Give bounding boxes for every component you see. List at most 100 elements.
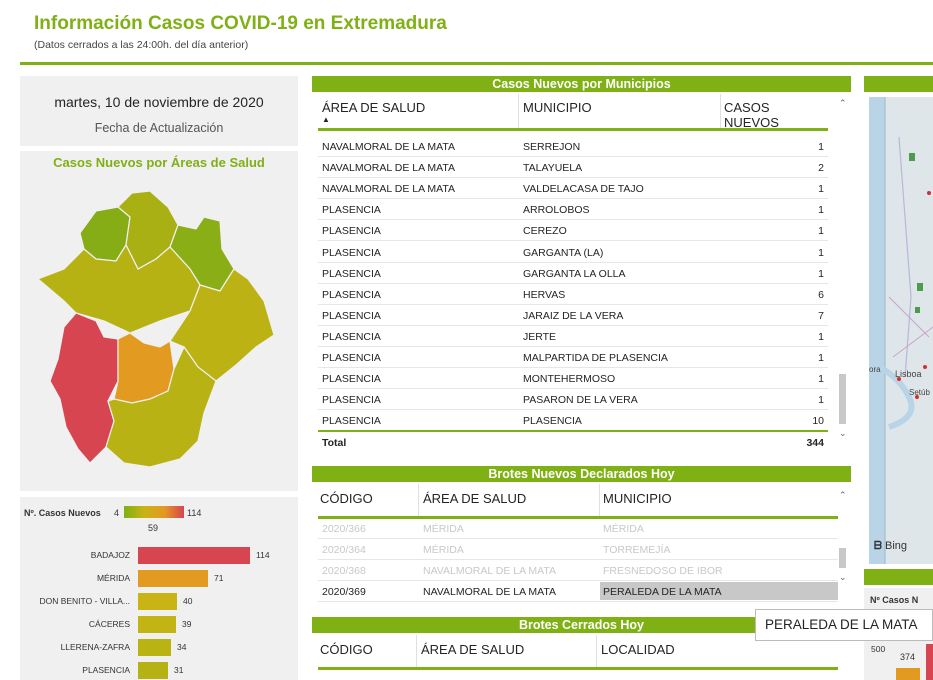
table-row[interactable]: PLASENCIA JERTE 1 [318, 326, 828, 347]
right-bar[interactable] [896, 668, 920, 680]
bar[interactable] [138, 616, 176, 633]
table-row[interactable]: PLASENCIA PLASENCIA 10 [318, 410, 828, 432]
right-bar-2[interactable] [926, 644, 933, 680]
right-axis-value: 500 [871, 644, 886, 654]
bar-label: DON BENITO - VILLA... [39, 596, 130, 606]
scroll-up-icon[interactable]: ⌃ [839, 490, 847, 500]
table-row[interactable]: 2020/366 MÉRIDA MÉRIDA [318, 518, 838, 539]
col-divider [720, 94, 721, 128]
scroll-thumb[interactable] [839, 548, 846, 568]
legend-label: Nº. Casos Nuevos [24, 508, 101, 518]
cell-municipio: JERTE [523, 330, 557, 343]
brotes-scrollbar[interactable]: ⌃ ⌄ [838, 488, 848, 588]
right-legend-label: Nº Casos N [870, 595, 919, 605]
col-municipio[interactable]: MUNICIPIO [603, 491, 672, 506]
bar[interactable] [138, 547, 250, 564]
region-caceres[interactable] [36, 243, 201, 334]
col-area-salud[interactable]: ÁREA DE SALUD [421, 642, 525, 657]
area-map[interactable] [20, 151, 298, 491]
table-row[interactable]: PLASENCIA CEREZO 1 [318, 220, 828, 242]
scroll-down-icon[interactable]: ⌄ [839, 572, 847, 582]
brotes-cerrados-table[interactable]: CÓDIGO ÁREA DE SALUD LOCALIDAD [318, 633, 838, 680]
cell-municipio: GARGANTA (LA) [523, 246, 604, 259]
col-divider [518, 94, 519, 128]
municipios-scrollbar[interactable]: ⌃ ⌄ [838, 96, 848, 441]
bar-label: PLASENCIA [82, 665, 130, 675]
bar-row[interactable]: DON BENITO - VILLA... 40 [20, 593, 298, 611]
bar-row[interactable]: LLERENA-ZAFRA 34 [20, 639, 298, 657]
bar-label: LLERENA-ZAFRA [60, 642, 130, 652]
sort-asc-icon[interactable]: ▲ [322, 115, 330, 124]
region-llerena-zafra[interactable] [105, 345, 217, 468]
cell-casos: 1 [818, 394, 824, 407]
col-codigo[interactable]: CÓDIGO [320, 642, 373, 657]
area-map-visual[interactable]: Casos Nuevos por Áreas de Salud [20, 151, 298, 491]
cell-area: NAVALMORAL DE LA MATA [322, 141, 456, 153]
table-row[interactable]: 2020/368 NAVALMORAL DE LA MATA FRESNEDOSO … [318, 560, 838, 581]
cell-casos: 7 [818, 309, 824, 322]
brotes-nuevos-title: Brotes Nuevos Declarados Hoy [312, 466, 851, 482]
table-row[interactable]: NAVALMORAL DE LA MATA TALAYUELA 2 [318, 157, 828, 179]
scroll-up-icon[interactable]: ⌃ [839, 98, 847, 108]
cell-casos: 1 [818, 246, 824, 259]
table-row[interactable]: PLASENCIA HERVAS 6 [318, 284, 828, 305]
bar-row[interactable]: PLASENCIA 31 [20, 662, 298, 680]
cell-municipio: MALPARTIDA DE PLASENCIA [523, 352, 668, 364]
bar[interactable] [138, 639, 171, 656]
table-row[interactable]: PLASENCIA GARGANTA LA OLLA 1 [318, 263, 828, 284]
cell-casos: 1 [818, 267, 824, 280]
scroll-thumb[interactable] [839, 374, 846, 424]
bar-row[interactable]: CÁCERES 39 [20, 616, 298, 634]
col-area-salud[interactable]: ÁREA DE SALUD [423, 491, 527, 506]
legend-mid: 59 [148, 523, 159, 533]
cell-casos: 1 [818, 141, 824, 153]
col-casos-nuevos[interactable]: CASOS NUEVOS [724, 100, 779, 130]
right-map[interactable]: Lisboa ora Setúb [869, 97, 933, 564]
scroll-down-icon[interactable]: ⌄ [839, 428, 847, 438]
bar-value: 114 [256, 550, 270, 560]
selected-cell-highlight [600, 582, 838, 600]
table-row[interactable]: 2020/364 MÉRIDA TORREMEJÍA [318, 539, 838, 560]
municipios-table[interactable]: ÁREA DE SALUD ▲ MUNICIPIO CASOS NUEVOS N… [318, 92, 828, 456]
cell-area: PLASENCIA [322, 246, 381, 259]
table-row[interactable]: PLASENCIA MONTEHERMOSO 1 [318, 368, 828, 390]
cell-municipio: ARROLOBOS [523, 204, 590, 217]
table-row[interactable]: PLASENCIA MALPARTIDA DE PLASENCIA 1 [318, 347, 828, 368]
hover-tooltip: PERALEDA DE LA MATA [755, 609, 933, 641]
total-value: 344 [806, 437, 824, 449]
table-row[interactable]: PLASENCIA ARROLOBOS 1 [318, 199, 828, 221]
col-localidad[interactable]: LOCALIDAD [601, 642, 675, 657]
brotes-nuevos-table[interactable]: CÓDIGO ÁREA DE SALUD MUNICIPIO 2020/366 M… [318, 482, 838, 602]
cell-codigo: 2020/368 [322, 565, 366, 577]
bar[interactable] [138, 593, 177, 610]
bar-value: 31 [174, 665, 184, 675]
bar[interactable] [138, 662, 168, 679]
bar-row[interactable]: BADAJOZ 114 [20, 547, 298, 565]
cell-codigo: 2020/366 [322, 523, 366, 535]
cell-municipio: FRESNEDOSO DE IBOR [603, 565, 723, 577]
cell-municipio: PERALEDA DE LA MATA [603, 586, 722, 598]
col-codigo[interactable]: CÓDIGO [320, 491, 373, 506]
cell-area: PLASENCIA [322, 352, 381, 364]
area-bar-chart[interactable]: Nº. Casos Nuevos 4 114 59 BADAJOZ 114 MÉRI… [20, 497, 298, 680]
bar[interactable] [138, 570, 208, 587]
table-row[interactable]: PLASENCIA PASARON DE LA VERA 1 [318, 389, 828, 411]
municipios-title: Casos Nuevos por Municipios [312, 76, 851, 92]
cell-area: PLASENCIA [322, 288, 381, 301]
table-row[interactable]: NAVALMORAL DE LA MATA SERREJON 1 [318, 136, 828, 157]
cell-area: PLASENCIA [322, 225, 381, 238]
bar-row[interactable]: MÉRIDA 71 [20, 570, 298, 588]
map-sea [869, 97, 885, 564]
col-divider [416, 635, 417, 669]
cell-area: PLASENCIA [322, 309, 381, 322]
table-row[interactable]: NAVALMORAL DE LA MATA VALDELACASA DE TAJO… [318, 178, 828, 200]
header-rule [318, 667, 838, 670]
cell-casos: 1 [818, 225, 824, 238]
table-row[interactable]: PLASENCIA GARGANTA (LA) 1 [318, 242, 828, 263]
table-row[interactable]: PLASENCIA JARAIZ DE LA VERA 7 [318, 305, 828, 326]
col-municipio[interactable]: MUNICIPIO [523, 100, 592, 115]
update-date: martes, 10 de noviembre de 2020 [54, 94, 264, 110]
cell-area: PLASENCIA [322, 204, 381, 217]
col-area-salud[interactable]: ÁREA DE SALUD [322, 100, 426, 115]
table-row[interactable]: 2020/369 NAVALMORAL DE LA MATA PERALEDA DE… [318, 581, 838, 602]
